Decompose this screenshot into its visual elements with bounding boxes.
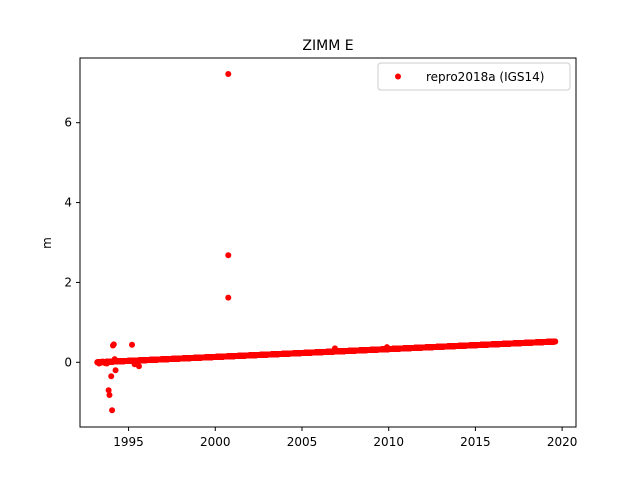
plot-points — [94, 70, 559, 414]
